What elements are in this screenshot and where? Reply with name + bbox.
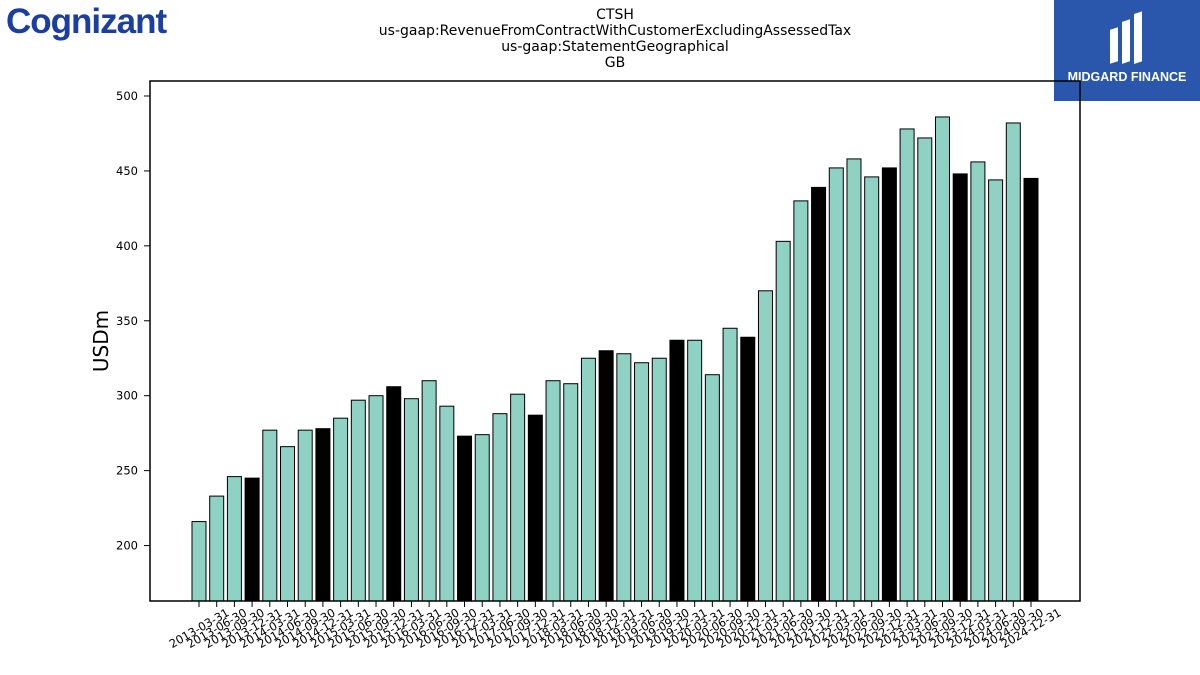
y-tick-label: 300 xyxy=(116,389,138,403)
chart-title-concept: us-gaap:RevenueFromContractWithCustomerE… xyxy=(378,23,852,39)
bar xyxy=(1005,122,1021,602)
bar xyxy=(244,477,260,602)
y-tick-label: 500 xyxy=(116,89,138,103)
bar xyxy=(421,380,437,602)
bar xyxy=(333,417,349,602)
bar xyxy=(191,521,207,602)
bar xyxy=(775,240,791,602)
bar xyxy=(226,476,242,602)
bar xyxy=(616,353,632,602)
bar xyxy=(280,446,296,602)
bar xyxy=(917,137,933,602)
bar xyxy=(457,435,473,602)
bar xyxy=(386,386,402,602)
bar xyxy=(828,167,844,602)
chart-title-ticker: CTSH xyxy=(596,7,634,23)
bar xyxy=(580,357,596,602)
bar xyxy=(439,405,455,602)
bar xyxy=(403,398,419,602)
bar xyxy=(474,434,490,602)
bar xyxy=(970,161,986,602)
midgard-emblem-icon xyxy=(1110,11,1142,65)
bar xyxy=(1023,177,1039,602)
bar xyxy=(598,350,614,602)
cognizant-logo: Cognizant xyxy=(6,2,167,41)
bars-group xyxy=(191,116,1039,602)
y-tick-label: 200 xyxy=(116,539,138,553)
bar xyxy=(634,362,650,602)
chart-title-axis: us-gaap:StatementGeographical xyxy=(501,39,729,55)
plot-frame xyxy=(149,80,1081,602)
bar xyxy=(209,495,225,602)
midgard-finance-name: MIDGARD FINANCE xyxy=(1067,70,1187,84)
bar xyxy=(510,393,526,602)
bar xyxy=(545,380,561,602)
bar xyxy=(899,128,915,602)
bar xyxy=(704,374,720,602)
bar xyxy=(846,158,862,602)
y-tick-label: 450 xyxy=(116,164,138,178)
y-tick-label: 350 xyxy=(116,314,138,328)
chart-title: CTSH us-gaap:RevenueFromContractWithCust… xyxy=(300,7,930,71)
bar xyxy=(757,290,773,602)
y-tick-label: 250 xyxy=(116,464,138,478)
bar xyxy=(492,413,508,602)
bar xyxy=(881,167,897,602)
y-axis-label: USDm xyxy=(89,310,113,372)
bar xyxy=(864,176,880,602)
midgard-finance-logo: MIDGARD FINANCE xyxy=(1054,0,1200,101)
bar xyxy=(527,414,543,602)
y-tick-label: 400 xyxy=(116,239,138,253)
bar xyxy=(262,429,278,602)
bar xyxy=(368,395,384,602)
bar xyxy=(793,200,809,602)
bar xyxy=(687,339,703,602)
bar xyxy=(315,428,331,602)
y-axis: 200 250 300 350 400 450 500 xyxy=(116,89,150,553)
bar xyxy=(952,173,968,602)
bar xyxy=(722,327,738,602)
chart-title-member: GB xyxy=(604,55,626,71)
bar xyxy=(740,336,756,602)
bar xyxy=(988,179,1004,602)
bar xyxy=(811,186,827,602)
bar xyxy=(350,399,366,602)
bar xyxy=(297,429,313,602)
bar xyxy=(651,357,667,602)
bar xyxy=(934,116,950,602)
x-axis: 2013-03-312013-06-302013-09-302013-12-31… xyxy=(167,601,1064,651)
bar xyxy=(563,383,579,602)
bar xyxy=(669,339,685,602)
